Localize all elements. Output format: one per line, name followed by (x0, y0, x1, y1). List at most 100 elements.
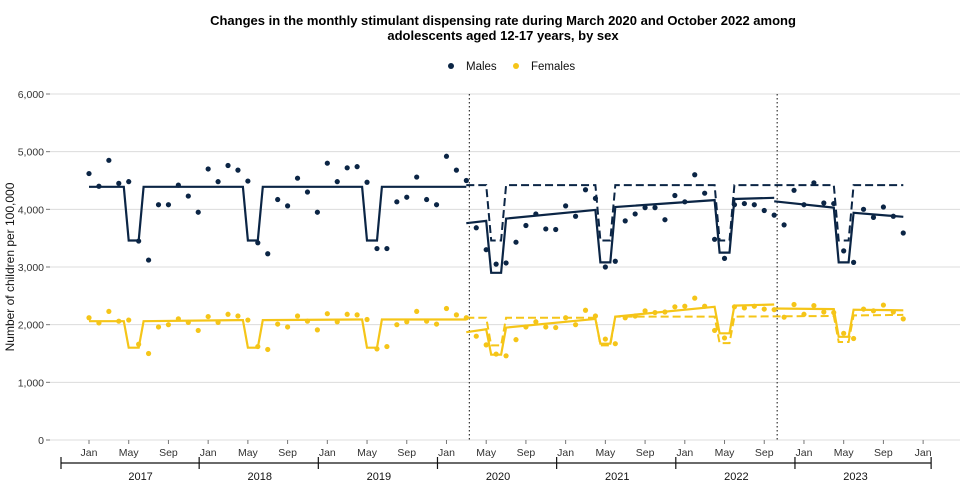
females-data-point (662, 309, 668, 315)
females-data-point (324, 311, 330, 317)
x-tick-label: Sep (636, 447, 655, 459)
males-data-point (443, 153, 450, 159)
males-data-point (831, 200, 837, 207)
males-data-point (890, 213, 896, 219)
females-data-point (384, 343, 390, 350)
females-data-point (275, 321, 281, 327)
females-data-point (592, 313, 599, 319)
y-tick-label: 2,000 (18, 320, 44, 332)
x-tick-label: May (238, 447, 259, 459)
x-tick-label: Jan (438, 447, 455, 459)
females-data-point (155, 324, 162, 330)
year-label: 2017 (128, 471, 152, 483)
males-data-point (731, 202, 738, 208)
males-data-point (433, 202, 440, 208)
legend-label-males: Males (466, 61, 497, 73)
series-lines (89, 184, 904, 356)
x-tick-label: May (476, 447, 497, 459)
males-data-point (751, 202, 757, 208)
males-data-point (692, 172, 698, 178)
females-data-point (513, 337, 519, 343)
females-data-point (294, 313, 301, 319)
males-data-point (781, 222, 787, 228)
males-data-point (582, 187, 589, 193)
x-tick-label: Sep (755, 447, 774, 459)
males-data-point (563, 203, 569, 209)
females-data-point (424, 318, 430, 324)
y-axis-ticks: 0 1,000 2,000 3,000 4,000 5,000 6,000 (18, 89, 50, 447)
females-data-point (572, 322, 579, 328)
females-data-point (126, 317, 132, 323)
males-data-point (463, 177, 469, 184)
males-data-point (811, 180, 817, 186)
x-tick-label: May (119, 447, 140, 459)
males-data-point (344, 165, 350, 171)
females-data-point (860, 306, 867, 312)
males-data-point (602, 264, 608, 270)
males-data-point (612, 258, 618, 264)
males-data-point (324, 160, 330, 166)
males-data-point (205, 166, 211, 172)
males-data-point (572, 213, 579, 219)
females-data-point (731, 304, 738, 310)
males-data-point (304, 189, 311, 195)
x-tick-label: Jan (200, 447, 217, 459)
y-tick-label: 3,000 (18, 262, 44, 274)
y-tick-label: 5,000 (18, 147, 44, 159)
males-data-point (394, 199, 400, 205)
males-data-point (314, 209, 320, 215)
males-data-point (126, 179, 132, 185)
males-data-point (334, 179, 340, 185)
y-axis-label: Number of children per 100,000 (3, 182, 17, 351)
males-data-point (771, 212, 777, 218)
males-data-point (285, 203, 291, 209)
males-data-point (116, 180, 122, 186)
males-data-point (473, 225, 479, 231)
year-label: 2021 (605, 471, 629, 483)
x-tick-label: Jan (676, 447, 693, 459)
females-data-point (632, 313, 638, 319)
y-gridlines (50, 93, 960, 441)
females-data-point (652, 309, 658, 316)
x-tick-label: Jan (319, 447, 336, 459)
females-data-point (245, 317, 251, 323)
females-data-point (334, 319, 340, 325)
males-fitted-line-segment-2 (774, 200, 904, 264)
males-data-point (682, 199, 688, 205)
females-data-point (394, 322, 400, 328)
females-data-point (195, 327, 201, 334)
females-data-point (682, 303, 688, 309)
males-data-point (255, 240, 261, 246)
females-data-point (493, 351, 499, 357)
males-data-point (821, 200, 827, 206)
legend-swatch-males (448, 63, 454, 69)
females-fitted-line-segment-2 (774, 307, 904, 338)
x-tick-label: Jan (81, 447, 98, 459)
males-data-point (672, 192, 678, 199)
females-data-point (473, 333, 479, 339)
males-data-point (533, 211, 539, 217)
males-data-point (592, 195, 599, 201)
females-data-point (781, 314, 787, 320)
females-data-point (404, 319, 410, 325)
x-tick-label: May (595, 447, 616, 459)
females-data-point (642, 308, 648, 314)
females-data-point (483, 342, 489, 348)
females-data-point (145, 350, 152, 357)
females-data-point (702, 303, 708, 309)
males-data-point (275, 196, 281, 203)
year-label: 2023 (843, 471, 867, 483)
males-data-point (761, 207, 767, 214)
males-data-point (841, 248, 847, 254)
females-data-point (543, 324, 549, 330)
females-data-point (553, 324, 559, 331)
legend-swatch-females (513, 63, 519, 69)
males-data-point (662, 217, 668, 223)
females-data-point (870, 308, 877, 314)
males-data-point (165, 202, 172, 208)
females-data-point (791, 301, 797, 308)
males-data-point (523, 222, 529, 229)
males-data-point (880, 204, 887, 210)
males-data-point (136, 238, 142, 244)
